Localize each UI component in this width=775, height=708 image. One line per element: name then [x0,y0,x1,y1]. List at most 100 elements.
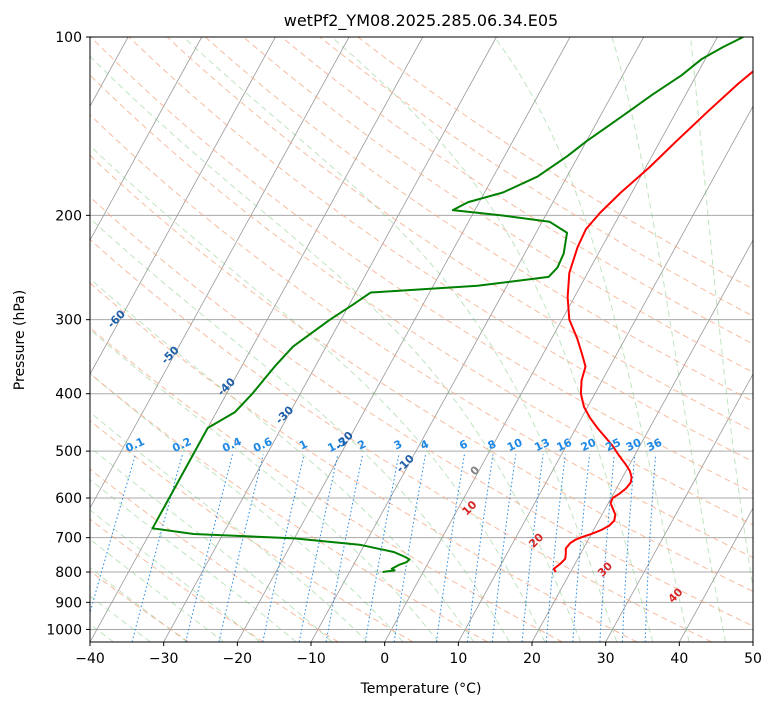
moist-adiabat [90,567,188,642]
y-tick-label: 400 [55,387,82,403]
moist-adiabat [90,509,261,642]
mixing-ratio-label: 0.6 [251,435,274,455]
isotherm-line [236,37,571,642]
moist-adiabat [331,37,654,642]
isotherm-line [90,37,276,375]
y-tick-label: 1000 [46,622,82,638]
mixing-ratio-line [185,454,233,642]
mixing-ratio-label: 10 [505,436,525,454]
moist-adiabat [90,478,297,642]
plot-area: 0.10.20.40.611.52346810131620253036-100-… [8,37,753,642]
y-tick-label: 300 [55,313,82,329]
moist-adiabat-label: 30 [595,559,615,579]
mixing-ratio-line [621,454,636,642]
isotherm-line [384,37,718,642]
mixing-ratio-line [218,454,264,642]
y-axis-ticks: 100 200 300 400 500 600 700 800 900 1000 [46,30,90,638]
moist-adiabat [90,55,582,642]
y-tick-label: 800 [55,565,82,581]
dry-adiabat [243,37,753,373]
moist-adiabat [689,37,753,591]
mixing-ratio-line [644,454,657,642]
mixing-ratio-label: 30 [624,436,644,454]
mixing-ratio-line [364,454,400,642]
mixing-ratio-lines [90,454,657,642]
mixing-ratio-line [298,454,339,642]
mixing-ratio-line [599,454,615,642]
x-axis-label: Temperature (°C) [360,681,482,697]
dry-adiabat [90,419,414,642]
y-tick-label: 200 [55,208,82,224]
mixing-ratio-label: 36 [645,436,665,454]
y-tick-label: 100 [55,30,82,46]
dry-adiabat [166,37,753,432]
x-tick-label: −30 [149,651,179,667]
mixing-ratio-line [131,454,183,642]
dry-adiabat [357,37,753,290]
dry-adiabat [90,327,563,642]
mixing-ratio-label: 16 [555,436,575,454]
mixing-ratio-line [491,454,517,642]
mixing-ratio-label: 6 [457,437,470,452]
moist-adiabat [90,446,333,642]
x-tick-label: 10 [449,651,467,667]
dry-adiabat [90,372,488,642]
y-axis-label: Pressure (hPa) [12,290,28,390]
isotherm-line [531,239,753,642]
isotherm-lines [90,37,753,642]
mixing-ratio-line [572,454,591,642]
plot-frame [89,36,754,643]
dry-adiabat [90,196,753,627]
dry-adiabat-label: -80 [8,215,31,238]
dry-adiabat [90,518,264,642]
moist-adiabat-label: 20 [526,530,546,550]
x-tick-label: 20 [523,651,541,667]
mixing-ratio-label: 8 [486,437,498,452]
dry-adiabat [90,154,753,592]
y-tick-label: 700 [55,531,82,547]
mixing-ratio-line [545,454,566,642]
y-tick-label: 900 [55,595,82,611]
moist-adiabat [90,372,404,642]
dry-adiabat [90,37,753,494]
mixing-ratio-line [467,454,494,642]
dry-adiabat [90,114,753,559]
dry-adiabat [281,37,753,345]
moist-adiabat [611,37,727,642]
dry-adiabat [90,74,753,526]
isotherm-line [310,37,645,642]
x-tick-label: −20 [223,651,253,667]
dry-adiabat [90,282,638,642]
x-tick-label: −10 [296,651,326,667]
moist-adiabat [90,217,510,642]
dewpoint-line [151,37,744,574]
moist-adiabats [90,37,753,642]
y-tick-label: 600 [55,491,82,507]
mixing-ratio-label: 3 [392,437,404,452]
x-axis-ticks: −40 −30 −20 −10 0 10 20 30 40 50 [75,642,762,667]
mixing-ratio-line [90,454,137,615]
isotherm-line [752,641,753,642]
dry-adiabat-label: -70 [54,265,77,288]
dry-adiabats [90,37,753,642]
moist-adiabat [90,328,439,642]
y-tick-label: 500 [55,444,82,460]
profile-series [151,37,753,574]
moist-adiabat [90,145,546,642]
isotherm-line [457,105,753,642]
mixing-ratio-line [521,454,544,642]
x-tick-label: 50 [744,651,762,667]
dry-adiabat [90,468,339,642]
chart-title: wetPf2_YM08.2025.285.06.34.E05 [284,11,558,31]
moist-adiabat [494,37,690,642]
mixing-ratio-line [435,454,465,642]
moist-adiabat [183,37,618,642]
moist-adiabat [90,538,225,642]
isotherm-line [90,37,350,509]
temperature-line [552,70,753,573]
mixing-ratio-label: 25 [603,436,622,454]
x-tick-label: 0 [380,651,389,667]
mixing-ratio-label: 0.1 [123,435,146,455]
isotherm-line [605,373,753,642]
